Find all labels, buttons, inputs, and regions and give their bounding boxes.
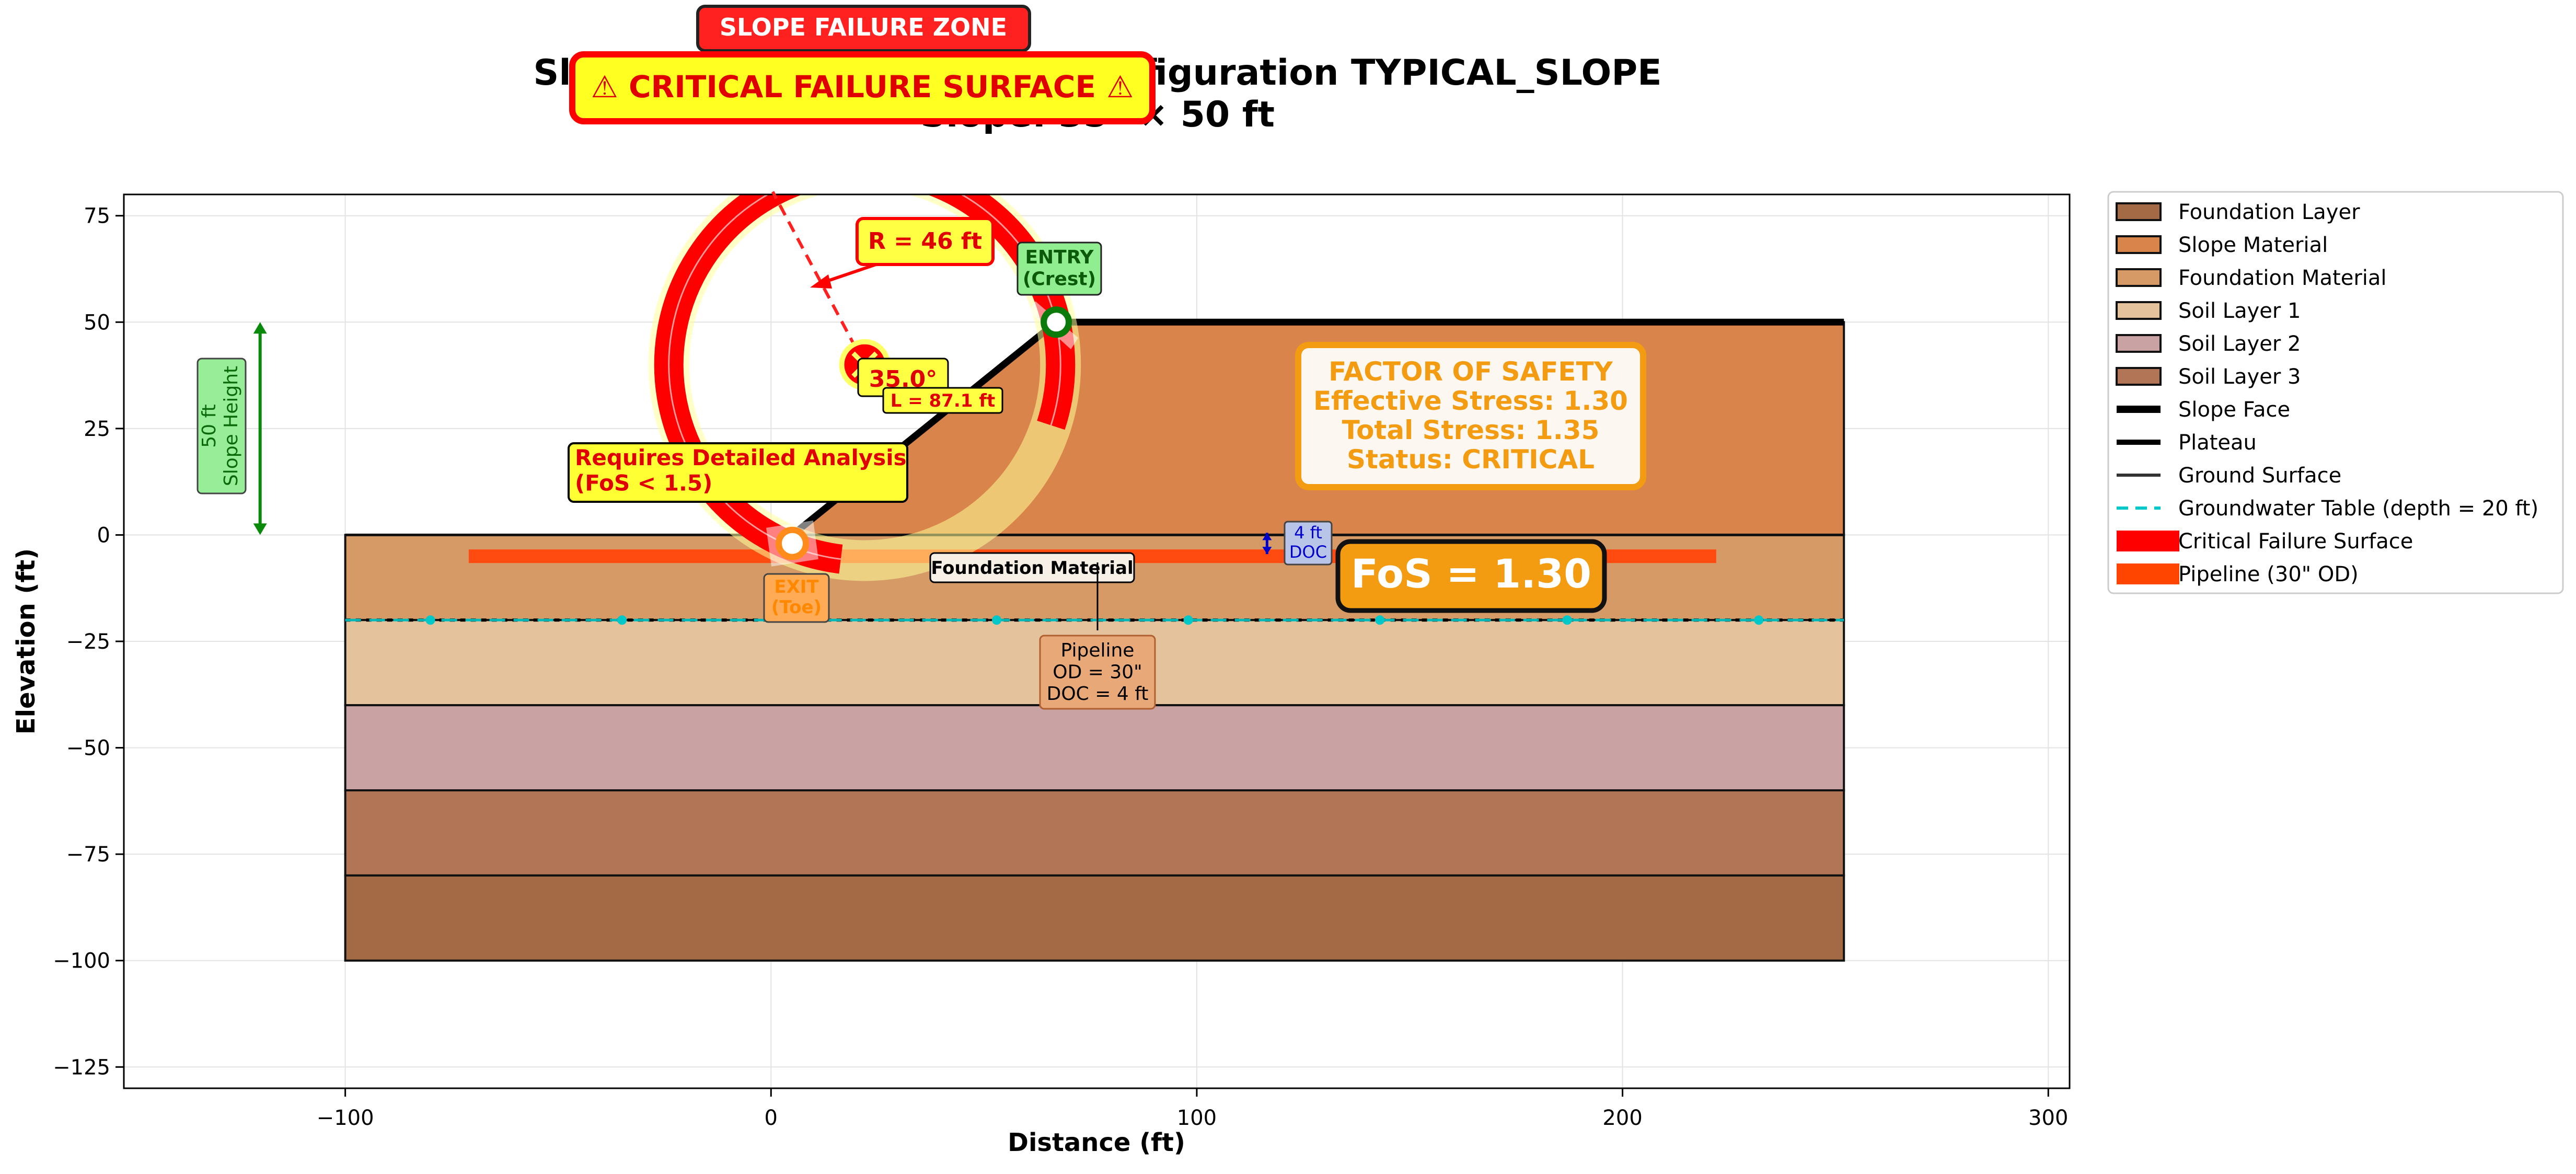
legend-soil-layer-2-label: Soil Layer 2 [2178,332,2301,356]
legend-pipeline-30-od-swatch [2117,563,2179,584]
fos-total: Total Stress: 1.35 [1342,415,1600,445]
fos-title: FACTOR OF SAFETY [1329,356,1613,387]
fos-panel [1295,342,1646,490]
y-tick-label: 50 [84,310,110,335]
groundwater-marker [425,615,435,625]
failure-zone-tag-text: SLOPE FAILURE ZONE [720,13,1007,41]
foundation-material-box [929,552,1135,583]
pipeline-label: Pipeline OD = 30" DOC = 4 ft [1047,640,1149,705]
legend: Foundation Layer Slope Material Foundation… [2107,191,2564,594]
failure-zone-tag: SLOPE FAILURE ZONE [696,5,1031,52]
legend-plateau-label: Plateau [2178,431,2257,455]
doc-label-box [1284,521,1333,566]
legend-soil-layer-1-swatch [2116,301,2162,320]
groundwater-marker [617,615,627,625]
y-axis-label: Elevation (ft) [11,548,41,734]
length-label-box [882,387,1003,414]
x-tick-label: 0 [765,1106,778,1130]
x-tick-label: −100 [317,1106,374,1130]
x-tick-label: 200 [1602,1106,1642,1130]
groundwater-marker [1754,615,1764,625]
y-tick-label: −25 [66,630,110,654]
exit-label-box [763,573,830,623]
legend-foundation-material-label: Foundation Material [2178,266,2387,290]
arrow-down-icon [1262,547,1272,555]
radius-label: R = 46 ft [868,228,982,255]
legend-slope-material-swatch [2116,235,2162,254]
fos-status: Status: CRITICAL [1347,444,1595,475]
groundwater-marker [992,615,1002,625]
y-tick-label: −125 [53,1055,110,1079]
y-tick-label: 0 [97,523,110,547]
legend-frame [2107,191,2564,594]
y-tick-label: 25 [84,417,110,441]
critical-failure-banner-text: ⚠ CRITICAL FAILURE SURFACE ⚠ [591,69,1134,105]
y-tick-label: −100 [53,949,110,973]
legend-groundwater-table-depth-20-ft-label: Groundwater Table (depth = 20 ft) [2178,497,2538,521]
legend-soil-layer-3-label: Soil Layer 3 [2178,365,2301,389]
x-tick-label: 300 [2028,1106,2068,1130]
x-axis-label: Distance (ft) [1008,1128,1185,1157]
y-tick-label: −75 [66,843,110,867]
arrow-up-icon [253,322,267,334]
length-label: L = 87.1 ft [891,390,996,411]
legend-soil-layer-3-swatch [2116,367,2162,386]
groundwater-marker [1375,615,1385,625]
exit-label: EXIT (Toe) [771,577,822,618]
layer-soil-layer-2 [344,704,1845,791]
arrow-head-icon [810,274,832,289]
slope-height-label: 50 ftSlope Height [199,366,242,486]
y-tick-label: −50 [66,736,110,761]
arrow-down-icon [253,523,267,535]
exit-point-marker [776,526,810,560]
legend-foundation-layer-label: Foundation Layer [2178,200,2360,224]
fos-badge-text: FoS = 1.30 [1351,550,1591,597]
entry-point-marker [1041,306,1072,338]
legend-ground-surface-label: Ground Surface [2178,464,2341,488]
legend-soil-layer-2-swatch [2116,334,2162,353]
foundation-material-label: Foundation Material [931,558,1133,579]
entry-label: ENTRY (Crest) [1023,247,1096,290]
y-tick-label: 75 [84,204,110,228]
legend-soil-layer-1-label: Soil Layer 1 [2178,299,2301,323]
axis-ticks: −100 0 100 200 300 75 50 25 0 −25 −50 −75 −100 −125 [53,204,2068,1130]
arrow-up-icon [1262,533,1272,540]
radius-dashed-line [771,191,867,366]
x-tick-label: 100 [1177,1106,1217,1130]
slope-height-box [197,358,247,494]
doc-label: 4 ft DOC [1289,523,1327,562]
legend-pipeline-30-od-label: Pipeline (30" OD) [2178,562,2359,586]
detailed-analysis-label: Requires Detailed Analysis (FoS < 1.5) [575,445,907,496]
groundwater-marker [1183,615,1193,625]
layer-soil-layer-3 [344,789,1845,877]
critical-failure-banner: ⚠ CRITICAL FAILURE SURFACE ⚠ [569,51,1156,124]
entry-label-box [1016,241,1102,296]
legend-critical-failure-surface-swatch [2117,531,2179,551]
legend-foundation-layer-swatch [2116,202,2162,221]
legend-critical-failure-surface-label: Critical Failure Surface [2178,530,2413,554]
legend-slope-face-label: Slope Face [2178,398,2290,422]
pipeline-label-box [1039,635,1156,710]
legend-foundation-material-swatch [2116,268,2162,287]
layer-foundation-layer [344,874,1845,962]
detailed-analysis-box [568,442,908,503]
radius-label-box [856,217,995,266]
fos-effective: Effective Stress: 1.30 [1313,386,1628,416]
groundwater-marker [1562,615,1572,625]
legend-slope-material-label: Slope Material [2178,233,2328,257]
fos-badge [1335,539,1607,613]
